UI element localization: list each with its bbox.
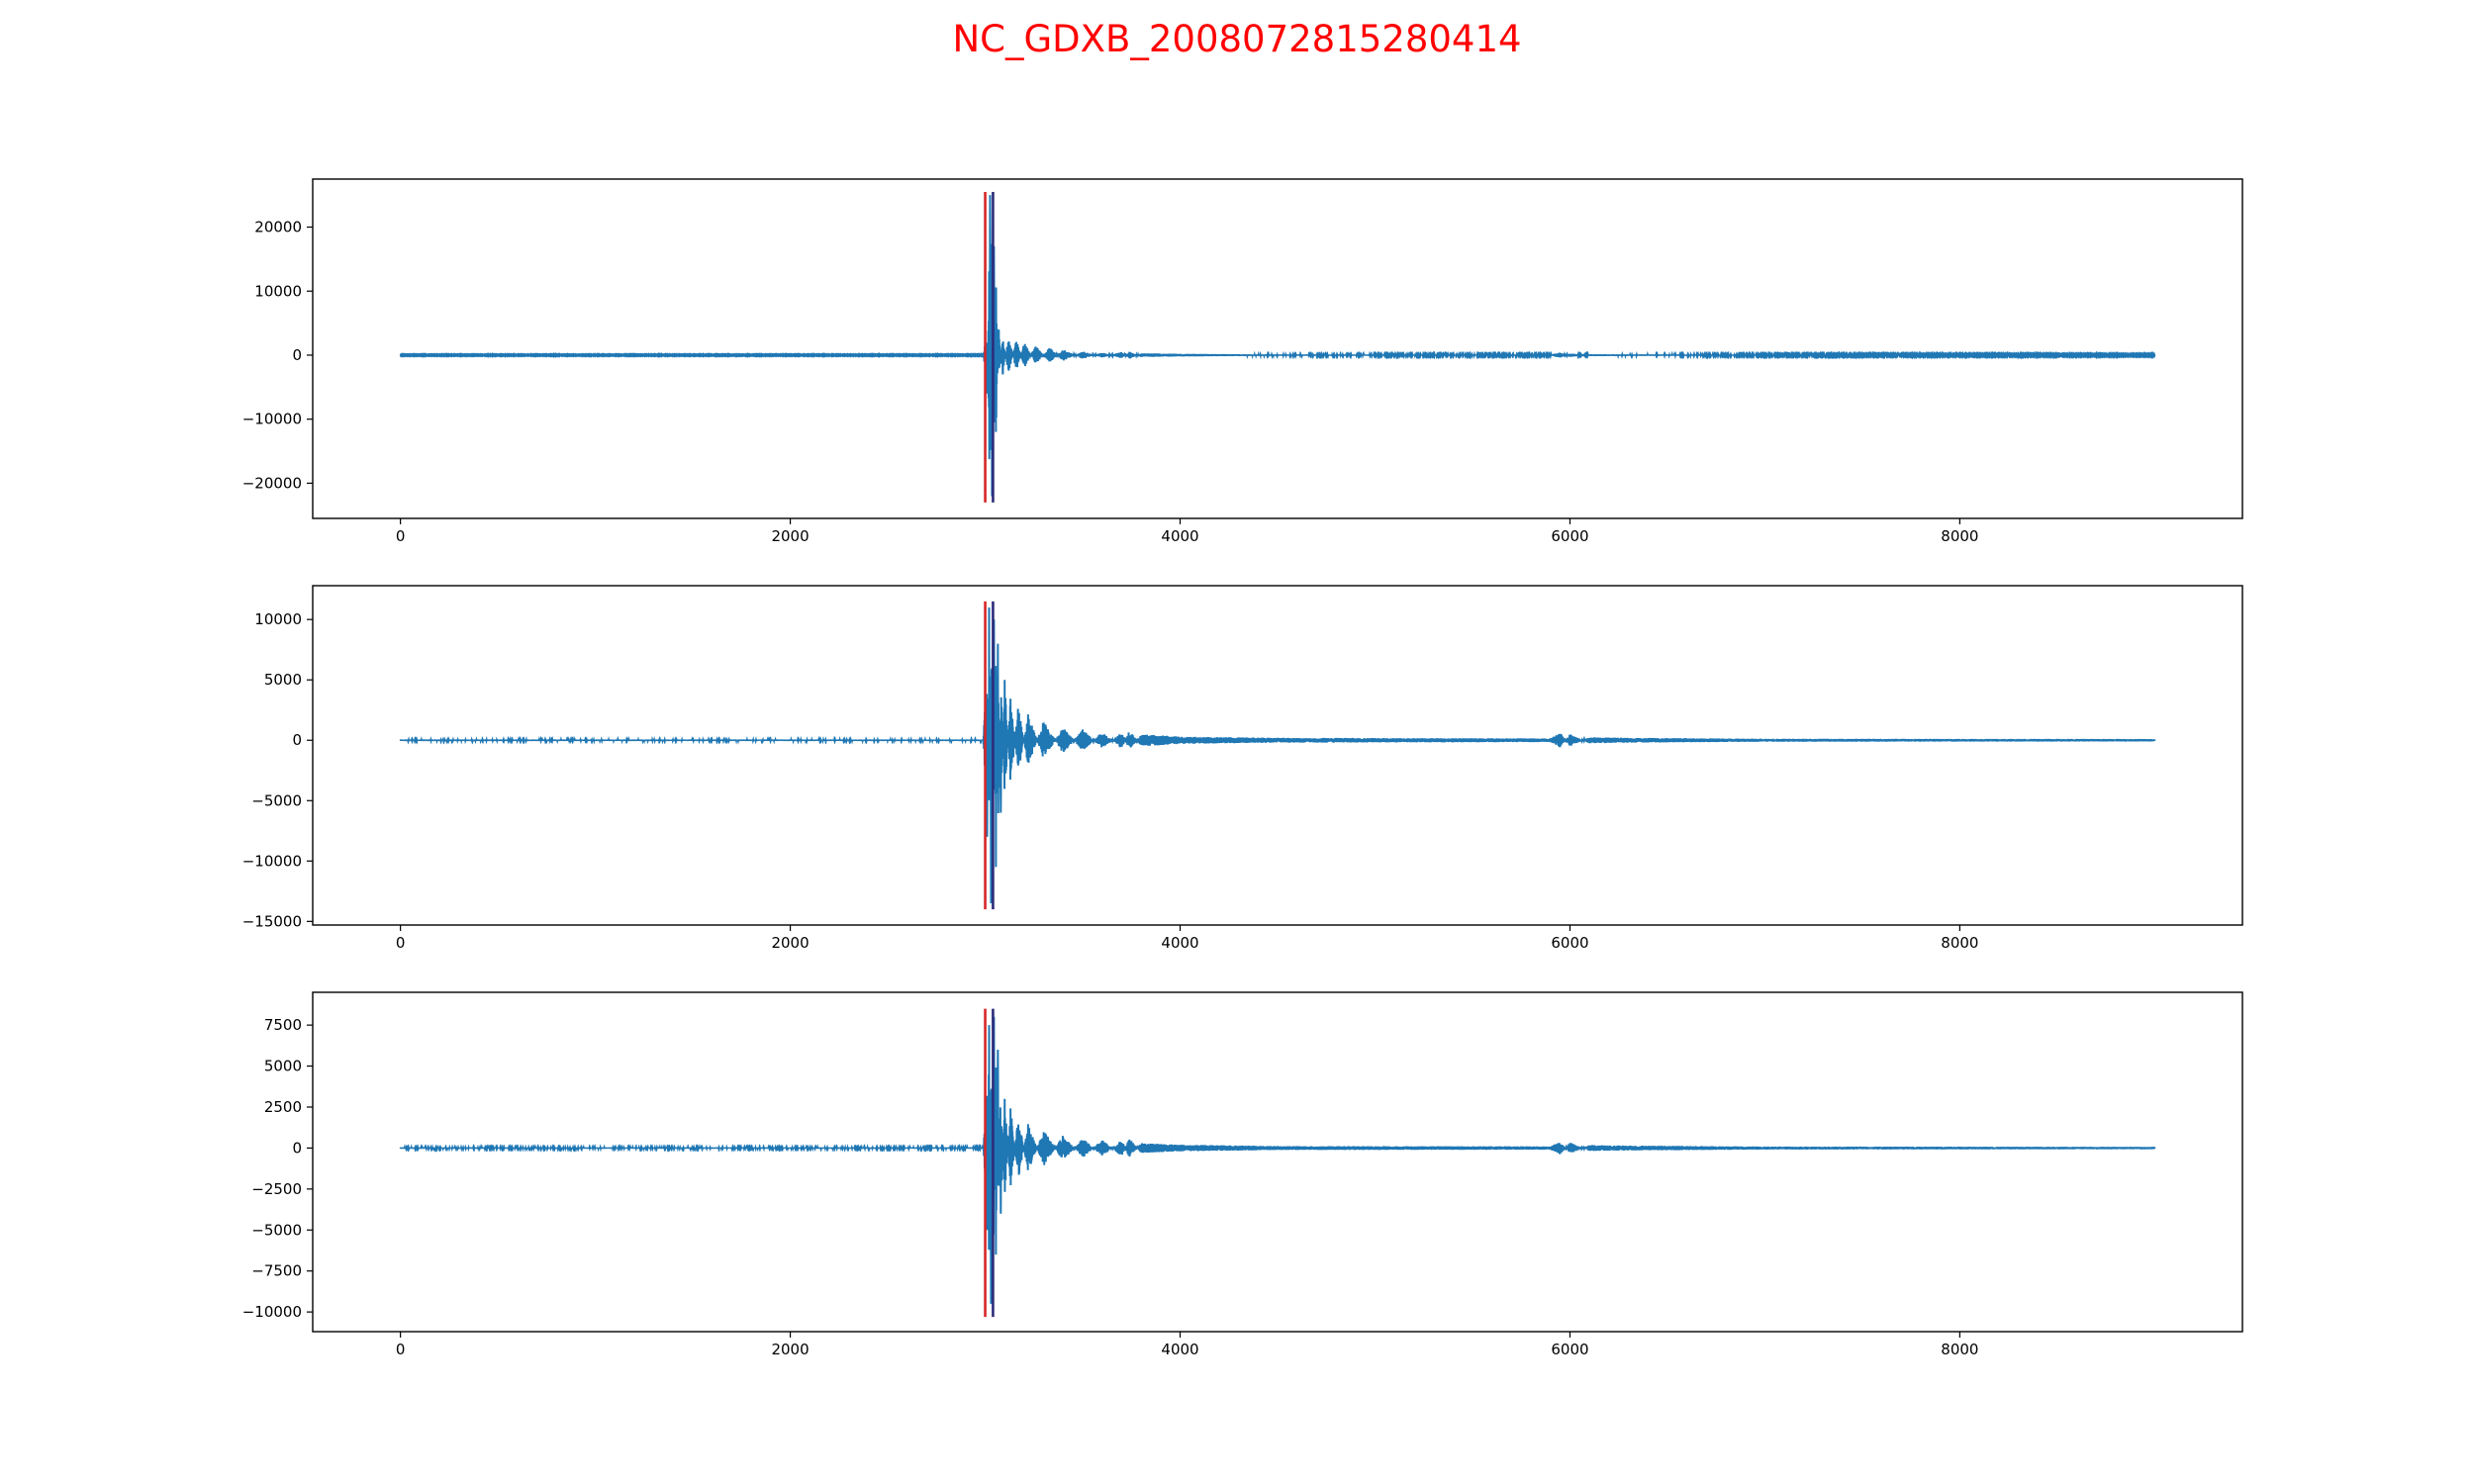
y-tick-label: −20000 [242,474,302,492]
axes-frame [312,178,2243,519]
waveform-trace [399,1016,2156,1304]
x-tick-label: 4000 [1161,527,1198,545]
x-tick-label: 2000 [771,934,809,952]
y-tick-label: 7500 [264,1016,302,1034]
panel-2: 0 2000 4000 6000 8000 10000 5000 0 −5000 −10000 −1… [242,585,2243,952]
y-tick-label: −2500 [251,1180,302,1198]
y-tick-label: 5000 [264,671,302,689]
y-tick-label: −10000 [242,852,302,870]
x-tick-label: 4000 [1161,934,1198,952]
x-tick-label: 4000 [1161,1341,1198,1358]
waveform-trace [399,606,2156,904]
y-tick-label: −10000 [242,411,302,428]
x-tick-label: 6000 [1551,934,1588,952]
y-tick-label: 2500 [264,1098,302,1116]
x-tick-label: 8000 [1941,934,1978,952]
y-tick-label: −5000 [251,791,302,809]
panel-1: 0 2000 4000 6000 8000 20000 10000 0 −10000 −20000 [242,178,2243,545]
y-tick-label: 20000 [254,219,302,236]
y-tick-label: −10000 [242,1303,302,1321]
axes-frame [312,585,2243,926]
x-tick-label: 6000 [1551,527,1588,545]
y-tick-label: 10000 [254,610,302,628]
figure-title: NC_GDXB_2008072815280414 [952,18,1522,60]
y-tick-label: 10000 [254,282,302,300]
y-tick-label: 0 [292,346,302,364]
y-tick-label: 0 [292,1139,302,1157]
axes-frame [312,991,2243,1333]
x-tick-label: 0 [396,934,406,952]
y-tick-label: −5000 [251,1221,302,1239]
panel-3: 0 2000 4000 6000 8000 7500 5000 2500 0 −2500 −5000… [242,991,2243,1358]
x-tick-label: 0 [396,1341,406,1358]
y-tick-label: −15000 [242,912,302,930]
x-tick-label: 8000 [1941,527,1978,545]
y-tick-label: 5000 [264,1058,302,1075]
x-tick-label: 0 [396,527,406,545]
x-tick-label: 6000 [1551,1341,1588,1358]
x-tick-label: 2000 [771,527,809,545]
waveform-trace [399,195,2156,497]
x-tick-label: 2000 [771,1341,809,1358]
y-tick-label: 0 [292,731,302,749]
y-tick-label: −7500 [251,1262,302,1280]
x-tick-label: 8000 [1941,1341,1978,1358]
